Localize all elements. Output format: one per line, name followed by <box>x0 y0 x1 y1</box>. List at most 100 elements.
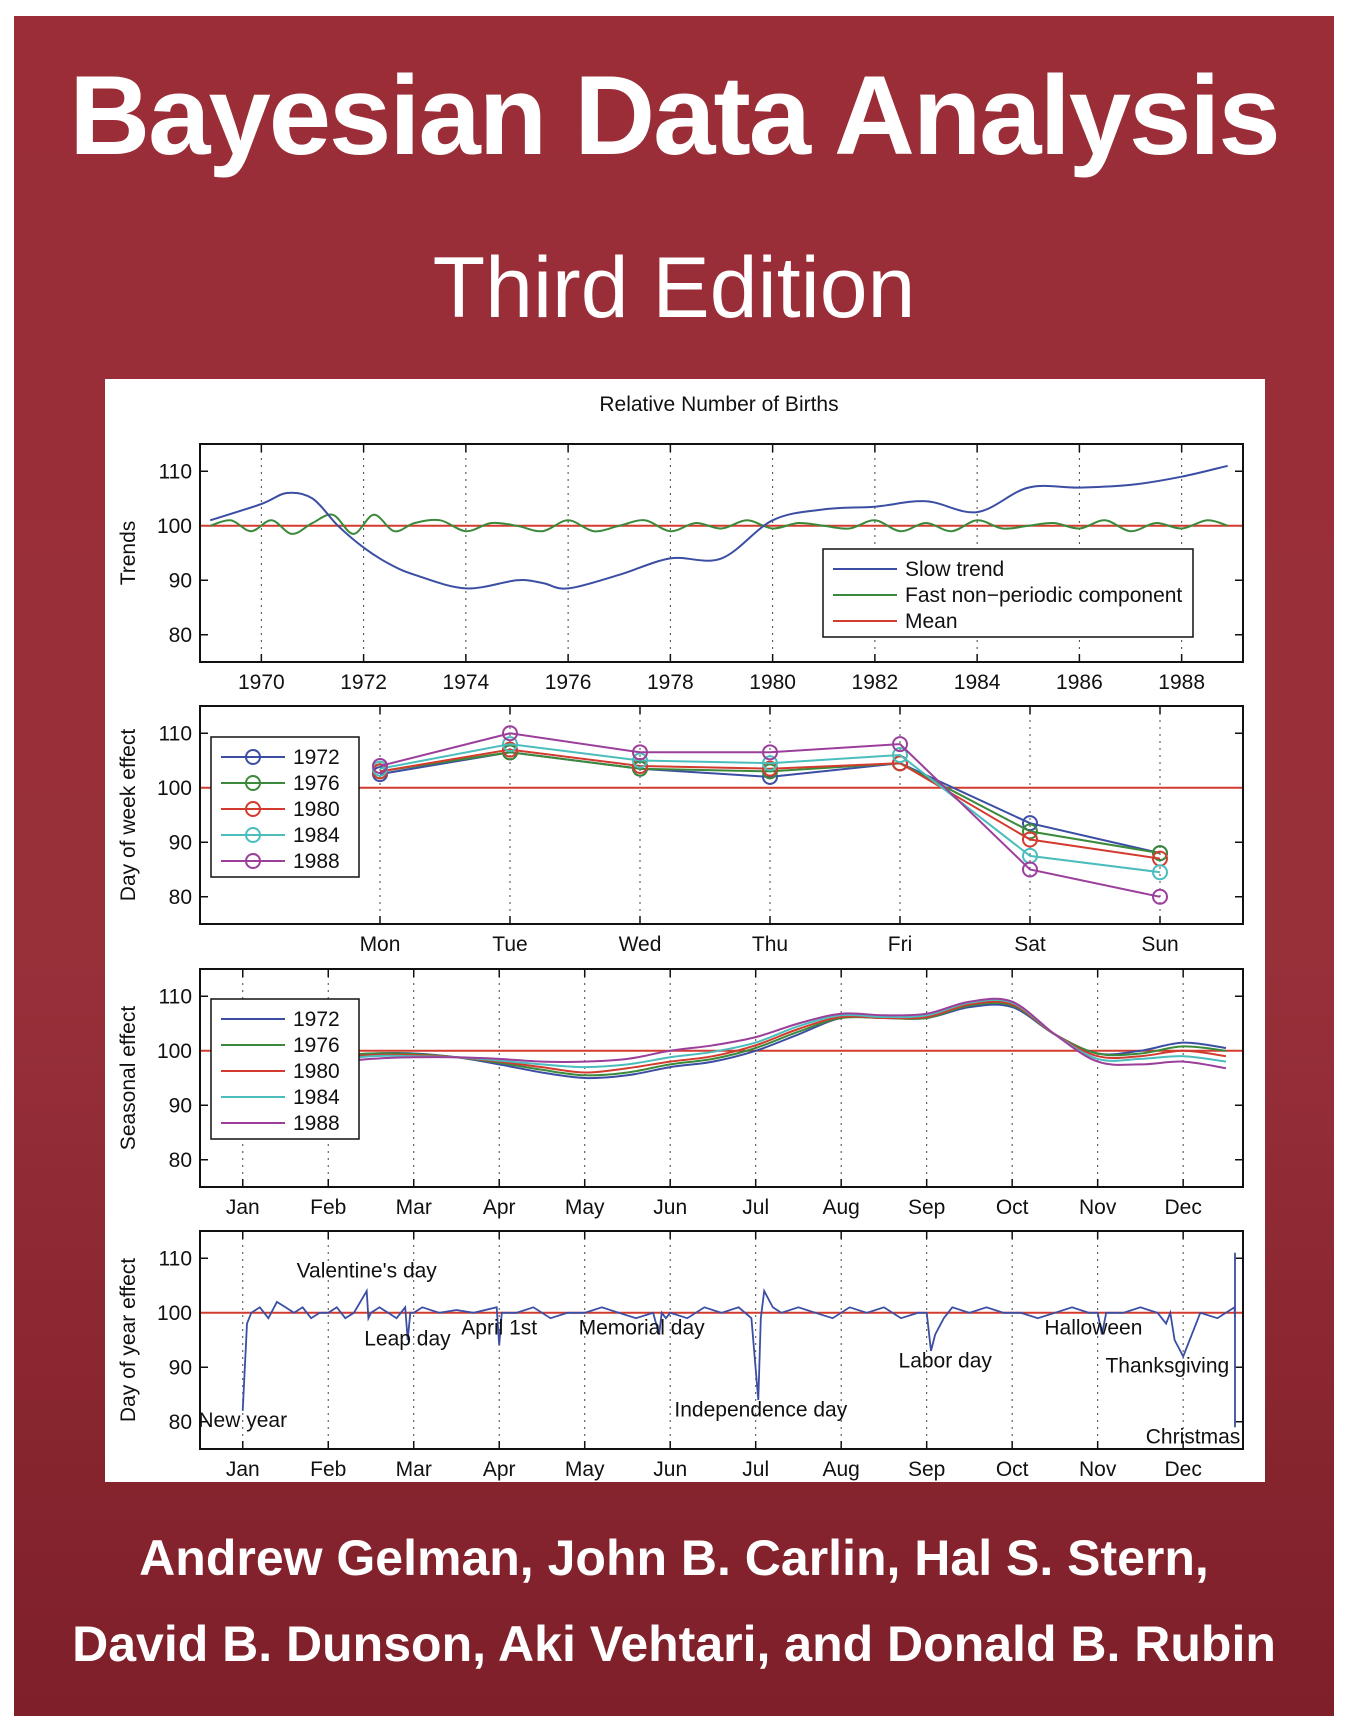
plot-frame <box>199 1230 1244 1450</box>
data-point <box>1152 845 1168 862</box>
y-tick-label: 80 <box>169 886 192 909</box>
legend-label: 1980 <box>293 798 340 821</box>
data-point <box>372 757 388 774</box>
series-line <box>209 464 1228 590</box>
x-tick-label: Sat <box>1014 933 1046 956</box>
y-tick-label: 90 <box>169 1356 192 1379</box>
y-tick-label: 80 <box>169 1411 192 1434</box>
data-point <box>762 755 778 772</box>
x-tick-label: Jun <box>653 1196 687 1219</box>
series-line <box>241 1252 1236 1428</box>
annotation-label: Christmas <box>1146 1426 1241 1449</box>
y-axis-label: Seasonal effect <box>117 1006 140 1151</box>
data-point <box>502 736 518 753</box>
subplot-2: 80 90 100 110 Mon Tue Wed Thu Fri Sat Sun Day of we… <box>117 705 1244 956</box>
y-tick-label: 90 <box>169 1094 192 1117</box>
series-line <box>379 751 1161 855</box>
x-tick-label: 1988 <box>1158 671 1205 694</box>
y-axis-label: Trends <box>117 521 140 586</box>
data-point <box>502 725 518 742</box>
legend-box <box>210 736 360 878</box>
y-tick-label: 110 <box>159 460 192 483</box>
y-tick-label: 80 <box>169 624 192 647</box>
data-point <box>892 736 908 753</box>
x-tick-label: Nov <box>1079 1458 1117 1481</box>
x-tick-label: Oct <box>996 1196 1029 1219</box>
x-tick-label: Tue <box>492 933 527 956</box>
legend-label: Mean <box>905 610 958 633</box>
annotation-label: Thanksgiving <box>1105 1355 1229 1378</box>
series-line <box>242 998 1227 1074</box>
x-tick-label: Dec <box>1164 1196 1201 1219</box>
y-axis-label: Day of year effect <box>117 1258 140 1422</box>
legend-marker <box>245 801 261 817</box>
x-tick-label: Feb <box>310 1196 346 1219</box>
authors-line-1: Andrew Gelman, John B. Carlin, Hal S. St… <box>139 1530 1209 1586</box>
legend-label: 1984 <box>293 1086 340 1109</box>
births-figure: Relative Number of Births 80 90 100 110 1970 1… <box>117 393 1244 1481</box>
y-tick-label: 80 <box>169 1149 192 1172</box>
subplot-3: 80 90 100 110 Jan Feb Mar Apr May Jun Jul Aug Sep Oct… <box>117 968 1244 1219</box>
plot-frame <box>199 443 1244 663</box>
legend-box <box>822 548 1194 638</box>
x-tick-label: Fri <box>888 933 913 956</box>
data-point <box>1152 888 1168 905</box>
y-tick-label: 100 <box>157 777 192 800</box>
x-tick-label: May <box>565 1196 605 1219</box>
x-tick-label: Thu <box>752 933 788 956</box>
series-line <box>242 1001 1227 1077</box>
series-line <box>242 1000 1227 1074</box>
x-tick-label: 1984 <box>954 671 1001 694</box>
x-tick-label: Mar <box>396 1196 432 1219</box>
annotation-label: Halloween <box>1044 1317 1142 1340</box>
authors-line-2: David B. Dunson, Aki Vehtari, and Donald… <box>72 1616 1276 1672</box>
legend-label: 1988 <box>293 850 340 873</box>
book-cover: Bayesian Data Analysis Third Edition Rel… <box>14 16 1334 1716</box>
x-tick-label: Dec <box>1164 1458 1201 1481</box>
y-tick-label: 110 <box>159 722 192 745</box>
annotation-label: Valentine's day <box>297 1260 438 1283</box>
data-point <box>632 752 648 769</box>
y-tick-label: 100 <box>157 515 192 538</box>
annotation-label: Leap day <box>364 1327 451 1350</box>
legend-marker <box>245 749 261 765</box>
x-tick-label: Oct <box>996 1458 1029 1481</box>
legend-label: Fast non−periodic component <box>905 584 1182 607</box>
x-tick-label: 1982 <box>852 671 899 694</box>
x-tick-label: Sep <box>908 1196 945 1219</box>
legend-marker <box>245 775 261 791</box>
data-point <box>1022 815 1038 832</box>
legend-label: 1972 <box>293 746 340 769</box>
x-tick-label: Jun <box>653 1458 687 1481</box>
legend-label: 1988 <box>293 1112 340 1135</box>
x-tick-label: 1972 <box>340 671 387 694</box>
x-tick-label: 1976 <box>545 671 592 694</box>
series-line <box>209 513 1229 535</box>
legend-marker <box>245 827 261 843</box>
plot-frame <box>199 705 1244 925</box>
y-tick-label: 100 <box>157 1040 192 1063</box>
figure-title: Relative Number of Births <box>599 393 838 416</box>
x-tick-label: Nov <box>1079 1196 1117 1219</box>
x-tick-label: Sep <box>908 1458 945 1481</box>
data-point <box>502 741 518 758</box>
y-tick-label: 110 <box>159 985 192 1008</box>
data-point <box>1022 861 1038 878</box>
book-edition: Third Edition <box>432 240 916 336</box>
y-tick-label: 90 <box>169 831 192 854</box>
series-line <box>379 751 1161 855</box>
subplot-1: 80 90 100 110 1970 1972 1974 1976 1978 1980 1982 19… <box>117 443 1244 694</box>
x-tick-label: Jan <box>226 1196 260 1219</box>
series-line <box>379 748 1161 860</box>
y-tick-label: 110 <box>159 1247 192 1270</box>
x-tick-label: Sun <box>1141 933 1178 956</box>
legend-label: 1980 <box>293 1060 340 1083</box>
x-tick-label: Apr <box>483 1196 516 1219</box>
subplot-4: 80 90 100 110 Jan Feb Mar Apr May Jun Jul Aug Sep Oct… <box>117 1230 1244 1481</box>
legend-label: 1972 <box>293 1008 340 1031</box>
x-tick-label: Mon <box>360 933 401 956</box>
legend-box <box>210 998 360 1140</box>
figure-panel: Relative Number of Births 80 90 100 110 1970 1… <box>105 379 1265 1482</box>
plot-frame <box>199 968 1244 1188</box>
x-tick-label: May <box>565 1458 605 1481</box>
